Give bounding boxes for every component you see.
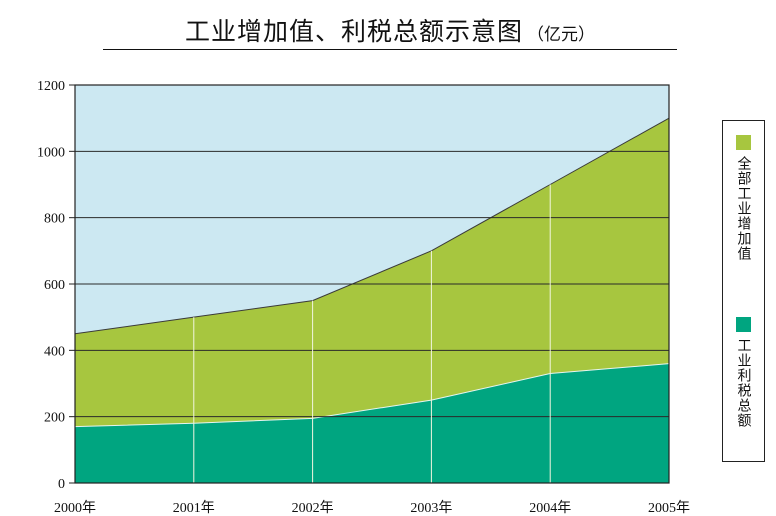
x-tick-label: 2000年 <box>54 500 96 516</box>
x-tick-label: 2002年 <box>292 500 334 516</box>
y-tick-label: 0 <box>58 477 65 492</box>
y-tick-label: 400 <box>44 344 65 359</box>
x-tick-layer: 2000年 2001年 2002年 2003年 2004年 2005年 <box>54 500 690 516</box>
legend-item-total: 全部工业增加值 <box>723 135 764 261</box>
x-tick-label: 2003年 <box>410 500 452 516</box>
category-divider-layer <box>193 184 551 483</box>
x-tick-label: 2004年 <box>529 500 571 516</box>
x-tick-label: 2005年 <box>648 500 690 516</box>
legend-swatch-tax <box>736 317 751 332</box>
chart-title: 工业增加值、利税总额示意图 （亿元） <box>103 12 677 48</box>
x-tick-label: 2001年 <box>173 500 215 516</box>
y-tick-label: 1200 <box>37 79 65 94</box>
chart-unit-label: （亿元） <box>527 25 595 45</box>
line-industrial-tax <box>74 363 670 428</box>
title-underline <box>103 49 677 50</box>
area-layer <box>74 117 670 484</box>
y-tick-label: 800 <box>44 212 65 227</box>
y-tick-label: 1000 <box>37 145 65 160</box>
chart-title-text: 工业增加值、利税总额示意图 <box>184 17 523 46</box>
legend-item-tax: 工业利税总额 <box>723 317 764 428</box>
legend: 全部工业增加值 工业利税总额 <box>722 120 765 462</box>
area-industrial-tax <box>75 363 669 483</box>
legend-label-total: 全部工业增加值 <box>735 156 752 261</box>
y-tick-label: 600 <box>44 278 65 293</box>
line-total-industrial-value <box>74 117 670 335</box>
y-tick-label: 200 <box>44 411 65 426</box>
legend-swatch-total <box>736 135 751 150</box>
y-tick-layer: 0 200 400 600 800 1000 1200 <box>37 79 75 492</box>
legend-label-tax: 工业利税总额 <box>735 338 752 428</box>
